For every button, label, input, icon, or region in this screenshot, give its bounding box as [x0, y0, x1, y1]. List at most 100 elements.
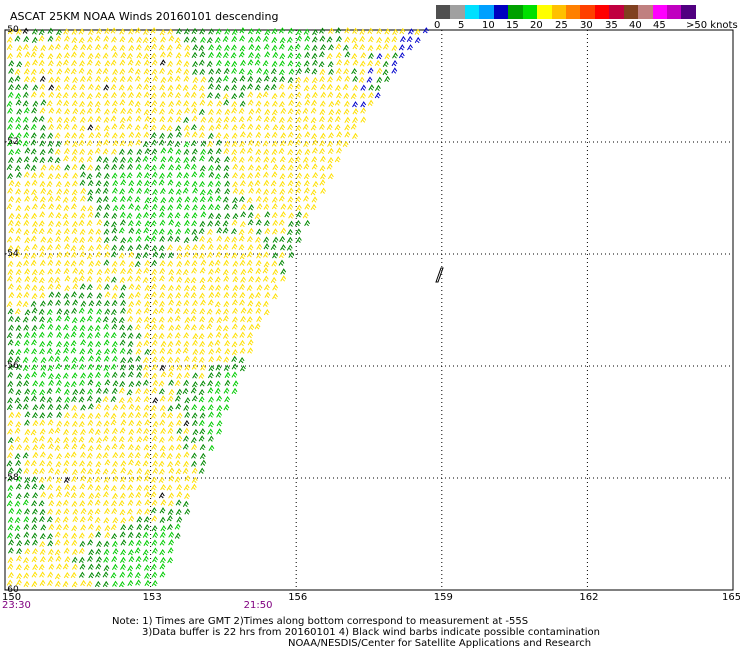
wind-barb — [295, 180, 302, 187]
wind-barb — [271, 131, 278, 138]
wind-barb — [14, 75, 21, 82]
wind-barb — [102, 43, 109, 50]
wind-barb — [87, 52, 94, 60]
wind-barb — [175, 403, 182, 410]
wind-barb — [214, 387, 221, 394]
wind-barb — [120, 460, 127, 467]
wind-barb — [214, 259, 221, 266]
wind-barb — [71, 429, 78, 436]
wind-barb — [88, 427, 95, 434]
wind-barb — [39, 571, 46, 578]
wind-barb — [142, 435, 149, 442]
wind-barb — [254, 59, 261, 66]
wind-barb — [158, 44, 165, 51]
wind-barb — [143, 427, 150, 435]
longitude-label: 150 — [2, 592, 22, 603]
wind-barb — [150, 291, 157, 298]
wind-barb — [183, 219, 190, 227]
wind-barb — [160, 76, 167, 83]
wind-barb — [128, 36, 134, 43]
wind-barb — [199, 51, 206, 58]
wind-barb — [47, 259, 54, 266]
wind-barb — [47, 331, 54, 338]
wind-barb — [232, 332, 238, 339]
wind-barb — [119, 324, 126, 331]
wind-barb — [151, 525, 158, 532]
wind-barb — [176, 59, 183, 66]
wind-barb — [7, 571, 14, 579]
wind-barb — [128, 187, 135, 194]
wind-barb — [175, 67, 182, 74]
wind-barb — [286, 36, 293, 43]
wind-barb — [127, 411, 134, 419]
wind-barb — [71, 307, 78, 314]
wind-barb — [38, 380, 45, 387]
wind-barb — [8, 291, 15, 299]
wind-barb — [7, 187, 14, 194]
wind-barb — [39, 467, 46, 474]
wind-barb — [22, 499, 29, 506]
colorbar-label: 35 — [605, 20, 618, 31]
wind-barb — [94, 331, 101, 338]
wind-barb — [96, 420, 102, 427]
wind-barb — [319, 179, 326, 186]
wind-barb — [39, 316, 46, 323]
wind-barb — [311, 156, 318, 163]
wind-barb — [352, 43, 359, 50]
wind-barb — [95, 563, 102, 570]
wind-barb — [279, 235, 286, 243]
wind-barb — [167, 556, 174, 564]
wind-barb — [103, 484, 110, 491]
latitude-label: -60 — [4, 585, 19, 595]
wind-barb — [152, 467, 159, 474]
wind-barb — [256, 92, 263, 99]
wind-barb — [151, 499, 158, 506]
colorbar-swatch — [652, 5, 667, 19]
wind-barb — [102, 435, 109, 442]
wind-barb — [263, 308, 270, 316]
wind-barb — [238, 243, 245, 251]
wind-barb — [264, 291, 271, 298]
wind-barb — [16, 467, 23, 474]
wind-barb — [31, 395, 38, 402]
wind-barb — [159, 563, 166, 570]
wind-barb — [144, 579, 151, 587]
wind-barb — [272, 284, 279, 291]
wind-barb — [126, 508, 133, 515]
wind-barb — [14, 251, 21, 258]
wind-barb — [47, 571, 54, 578]
wind-barb — [40, 371, 47, 378]
wind-barb — [304, 44, 310, 51]
wind-barb — [142, 155, 149, 162]
wind-barb — [40, 203, 46, 210]
wind-barb — [159, 115, 166, 123]
wind-barb — [207, 379, 214, 387]
wind-barb — [55, 203, 62, 211]
wind-barb — [351, 67, 358, 75]
wind-barb — [158, 323, 165, 330]
wind-barb — [32, 84, 39, 91]
wind-barb — [304, 92, 311, 100]
wind-barb — [319, 27, 325, 34]
wind-barb — [158, 476, 165, 483]
wind-barb — [95, 380, 102, 388]
wind-barb — [63, 292, 70, 299]
wind-barb — [95, 115, 102, 122]
wind-barb — [351, 52, 358, 60]
wind-barb — [198, 356, 205, 363]
wind-barb — [7, 308, 14, 315]
wind-barb — [102, 187, 109, 194]
wind-barb — [78, 307, 85, 314]
longitude-label: 156 — [288, 592, 308, 603]
wind-barb — [191, 228, 198, 235]
wind-barb — [159, 29, 166, 36]
wind-barb — [7, 397, 14, 404]
wind-barb — [112, 460, 119, 467]
wind-barb — [232, 212, 239, 220]
wind-barb — [110, 59, 117, 66]
wind-barb — [111, 500, 117, 507]
wind-barb — [199, 443, 206, 451]
wind-barb — [32, 45, 38, 52]
wind-barb — [71, 59, 77, 67]
wind-barb — [23, 531, 30, 538]
